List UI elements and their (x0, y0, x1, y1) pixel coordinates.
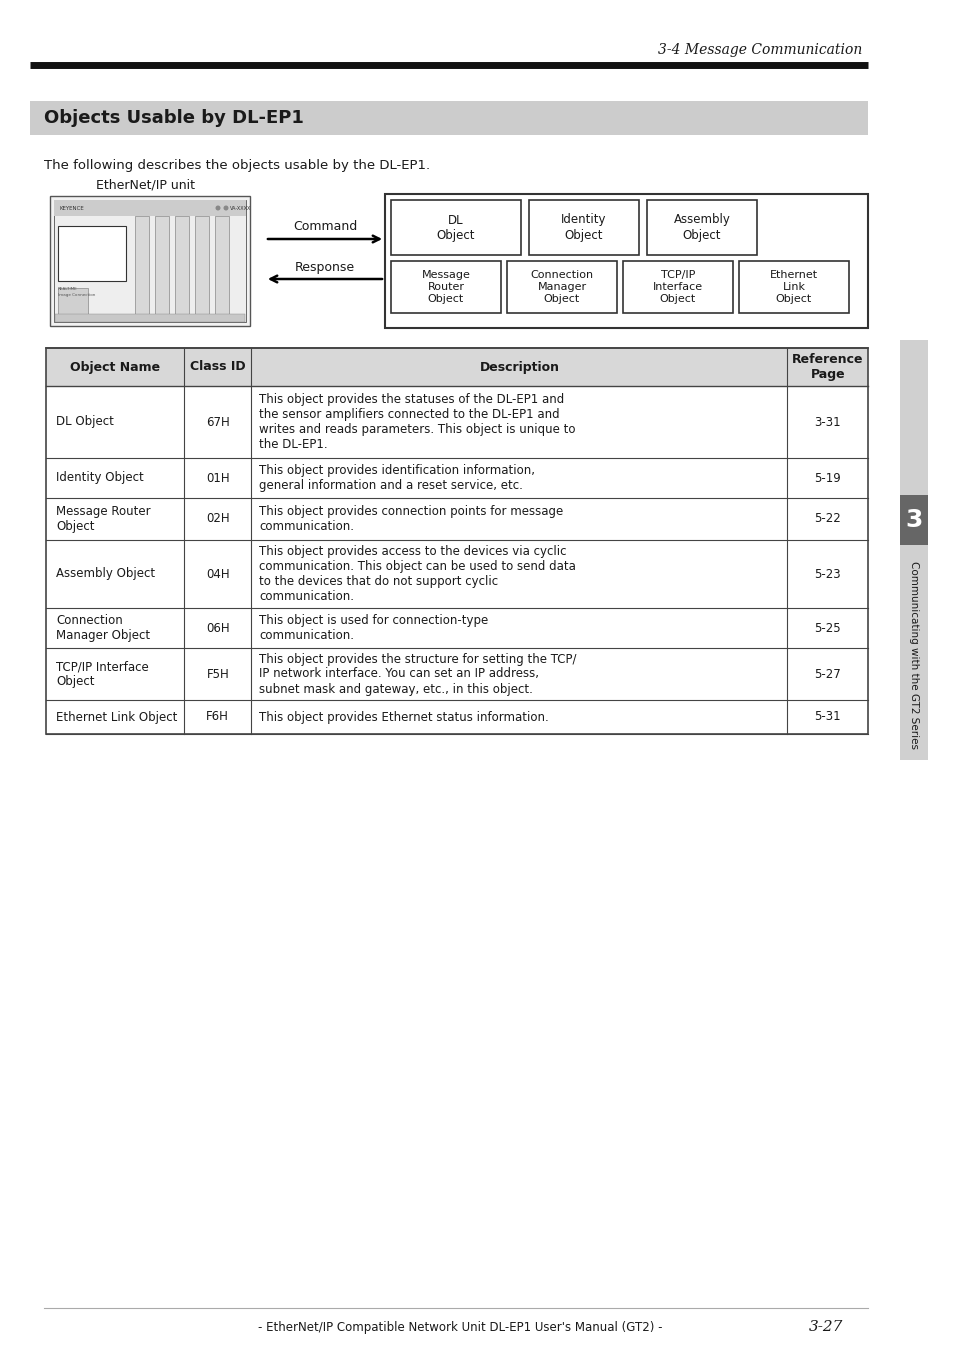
Text: This object provides the structure for setting the TCP/
IP network interface. Yo: This object provides the structure for s… (259, 653, 577, 695)
Text: Reference
Page: Reference Page (791, 353, 862, 381)
Text: 02H: 02H (206, 512, 230, 526)
Bar (529, 200, 639, 256)
Text: 5-25: 5-25 (814, 622, 841, 634)
Bar (50, 196, 250, 326)
Text: 3: 3 (904, 508, 922, 531)
Text: Image Connection: Image Connection (58, 293, 95, 297)
Text: 5-27: 5-27 (814, 668, 841, 680)
Text: This object provides access to the devices via cyclic
communication. This object: This object provides access to the devic… (259, 545, 576, 603)
Bar (391, 200, 520, 256)
Text: TCP/IP Interface
Object: TCP/IP Interface Object (56, 660, 149, 688)
Bar (46, 347, 867, 387)
Text: 5-22: 5-22 (814, 512, 841, 526)
Text: This object provides identification information,
general information and a reset: This object provides identification info… (259, 464, 535, 492)
Text: Object Name: Object Name (70, 361, 160, 373)
Text: F6H: F6H (206, 711, 229, 723)
Text: KEYENCE: KEYENCE (60, 206, 85, 211)
Text: This object provides Ethernet status information.: This object provides Ethernet status inf… (259, 711, 549, 723)
Text: This object provides the statuses of the DL-EP1 and
the sensor amplifiers connec: This object provides the statuses of the… (259, 393, 576, 452)
Text: Message Router
Object: Message Router Object (56, 506, 151, 533)
Text: F5H: F5H (206, 668, 229, 680)
Text: 5-31: 5-31 (814, 711, 841, 723)
Bar (506, 261, 617, 314)
Bar (739, 261, 848, 314)
Text: Command: Command (293, 220, 356, 234)
Text: Response: Response (294, 261, 355, 273)
Text: TCP/IP
Interface
Object: TCP/IP Interface Object (652, 270, 702, 304)
Text: This object is used for connection-type
communication.: This object is used for connection-type … (259, 614, 488, 642)
Text: 3-4 Message Communication: 3-4 Message Communication (657, 43, 862, 57)
Bar (391, 261, 500, 314)
Text: Class ID: Class ID (190, 361, 245, 373)
Text: 01H: 01H (206, 472, 230, 484)
Text: Communicating with the GT2 Series: Communicating with the GT2 Series (908, 561, 918, 749)
Circle shape (223, 206, 229, 211)
Bar (58, 288, 88, 318)
Text: EtherNet/IP unit: EtherNet/IP unit (96, 178, 194, 192)
Text: 06H: 06H (206, 622, 230, 634)
Text: REALTIME: REALTIME (58, 287, 77, 291)
Bar (646, 200, 757, 256)
Text: Assembly Object: Assembly Object (56, 568, 155, 580)
Bar (622, 261, 732, 314)
Text: - EtherNet/IP Compatible Network Unit DL-EP1 User's Manual (GT2) -: - EtherNet/IP Compatible Network Unit DL… (257, 1321, 661, 1333)
Text: Description: Description (479, 361, 558, 373)
Text: Connection
Manager Object: Connection Manager Object (56, 614, 150, 642)
Bar (157, 315, 167, 320)
Text: Identity Object: Identity Object (56, 472, 144, 484)
Bar (196, 315, 207, 320)
Bar (899, 495, 927, 545)
Text: This object provides connection points for message
communication.: This object provides connection points f… (259, 506, 563, 533)
Text: 5-23: 5-23 (814, 568, 841, 580)
Bar (899, 339, 927, 760)
Bar (154, 216, 169, 318)
Text: 3-27: 3-27 (808, 1320, 842, 1334)
Bar (58, 226, 126, 281)
Bar (214, 216, 229, 318)
Text: The following describes the objects usable by the DL-EP1.: The following describes the objects usab… (44, 158, 430, 172)
Text: Ethernet
Link
Object: Ethernet Link Object (769, 270, 818, 304)
Text: DL
Object: DL Object (436, 214, 475, 242)
Text: Ethernet Link Object: Ethernet Link Object (56, 711, 177, 723)
Text: DL Object: DL Object (56, 415, 113, 429)
Bar (55, 314, 245, 322)
Bar (194, 216, 209, 318)
Bar (54, 200, 246, 322)
Text: 04H: 04H (206, 568, 230, 580)
Text: Identity
Object: Identity Object (560, 214, 606, 242)
Bar (30, 101, 867, 135)
Bar (135, 216, 149, 318)
Bar (385, 193, 867, 329)
Bar (137, 315, 147, 320)
Text: VA-XXXX: VA-XXXX (230, 206, 251, 211)
Text: Message
Router
Object: Message Router Object (421, 270, 470, 304)
Text: Connection
Manager
Object: Connection Manager Object (530, 270, 593, 304)
Bar (177, 315, 187, 320)
Text: 3-31: 3-31 (814, 415, 841, 429)
Bar (46, 347, 867, 734)
Bar (54, 200, 246, 216)
Text: 67H: 67H (206, 415, 230, 429)
Bar (216, 315, 227, 320)
Text: 5-19: 5-19 (814, 472, 841, 484)
Circle shape (215, 206, 220, 211)
Text: Assembly
Object: Assembly Object (673, 214, 730, 242)
Bar (174, 216, 189, 318)
Text: Objects Usable by DL-EP1: Objects Usable by DL-EP1 (44, 110, 304, 127)
